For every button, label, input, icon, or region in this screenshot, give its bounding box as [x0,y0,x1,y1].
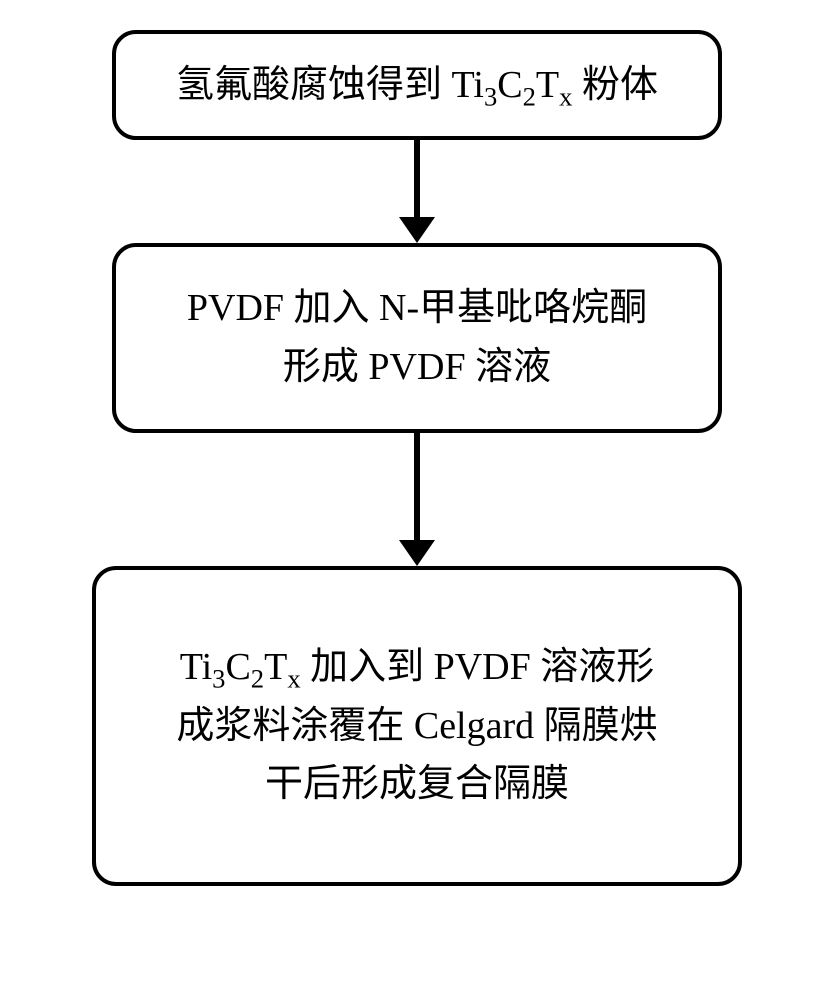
flow-step-2: PVDF 加入 N-甲基吡咯烷酮形成 PVDF 溶液 [112,243,722,433]
flow-step-3-text: Ti3C2Tx 加入到 PVDF 溶液形成浆料涂覆在 Celgard 隔膜烘干后… [176,638,657,815]
flow-step-3: Ti3C2Tx 加入到 PVDF 溶液形成浆料涂覆在 Celgard 隔膜烘干后… [92,566,742,886]
flow-step-1-text: 氢氟酸腐蚀得到 Ti3C2Tx 粉体 [176,56,658,115]
arrow-shaft [414,140,420,218]
flow-step-2-text: PVDF 加入 N-甲基吡咯烷酮形成 PVDF 溶液 [187,279,647,397]
arrow-shaft [414,433,420,541]
flow-step-1: 氢氟酸腐蚀得到 Ti3C2Tx 粉体 [112,30,722,140]
arrow-head-icon [399,217,435,243]
flowchart-container: 氢氟酸腐蚀得到 Ti3C2Tx 粉体 PVDF 加入 N-甲基吡咯烷酮形成 PV… [92,30,742,886]
flow-arrow-2 [399,433,435,566]
flow-arrow-1 [399,140,435,243]
arrow-head-icon [399,540,435,566]
